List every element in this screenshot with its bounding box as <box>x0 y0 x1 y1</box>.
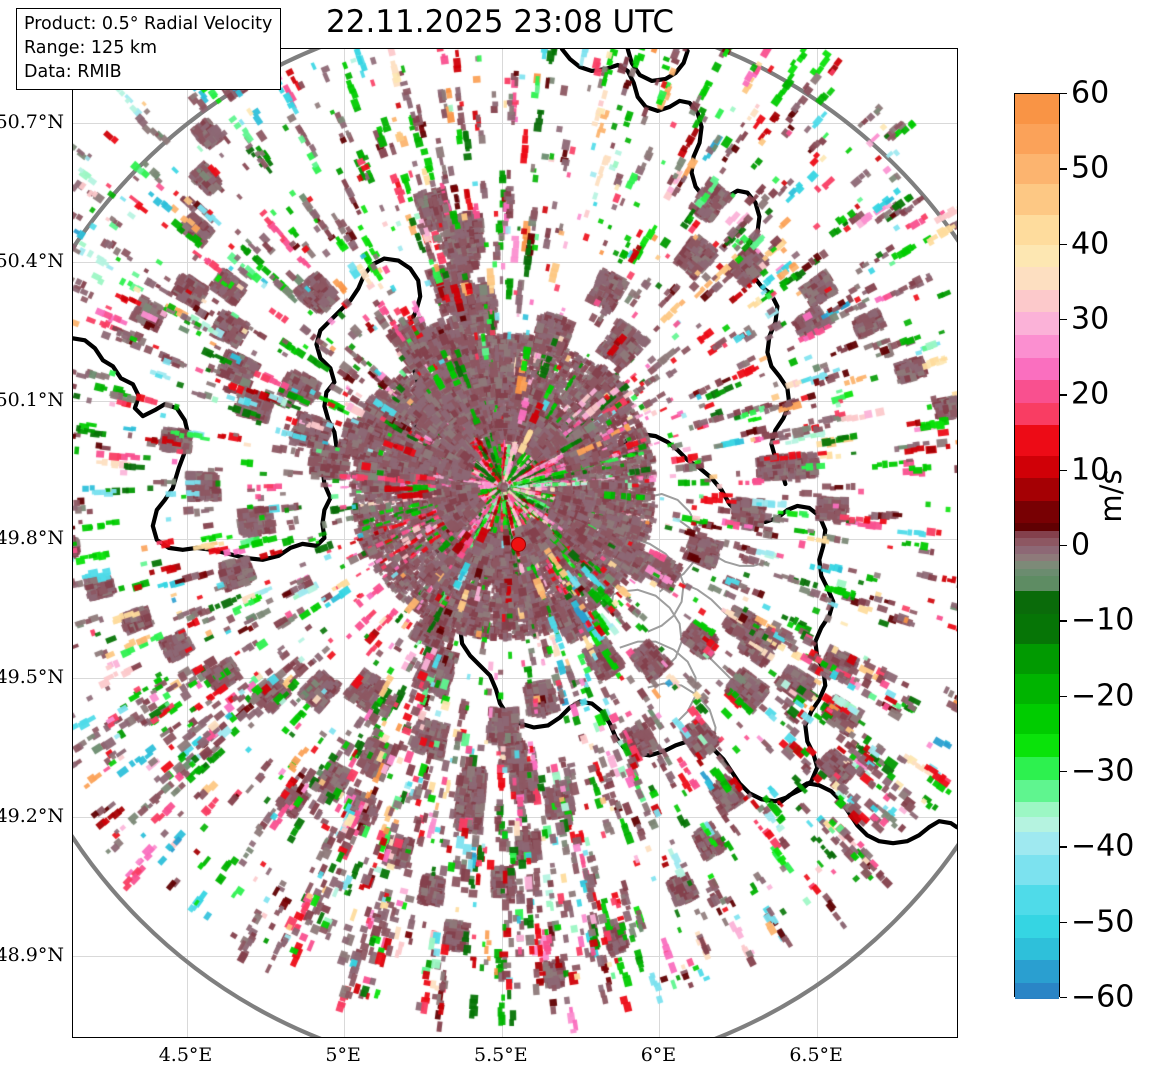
y-axis-tick-4: 49.5°N <box>0 666 64 689</box>
colorbar-band--2 <box>1015 561 1059 569</box>
colorbar-tick-mark-10 <box>1060 846 1067 848</box>
colorbar-tick-mark-8 <box>1060 695 1067 698</box>
colorbar-band-28 <box>1015 335 1059 358</box>
colorbar-band-60 <box>1015 94 1059 125</box>
colorbar-band-1 <box>1015 538 1059 546</box>
colorbar-tick-mark-1 <box>1060 168 1067 170</box>
colorbar-band-48 <box>1015 184 1059 215</box>
colorbar-tick-mark-3 <box>1060 319 1067 321</box>
colorbar-band-22 <box>1015 380 1059 403</box>
x-axis-tick-1: 5°E <box>325 1044 361 1066</box>
colorbar-band--36 <box>1015 817 1059 833</box>
info-data-line: Data: RMIB <box>24 61 122 82</box>
colorbar-band--58 <box>1015 982 1059 998</box>
colorbar-band--21 <box>1015 704 1059 735</box>
colorbar-band--49 <box>1015 915 1059 938</box>
colorbar-band--55 <box>1015 960 1059 983</box>
x-axis-tick-4: 6.5°E <box>789 1044 843 1066</box>
colorbar-band--6 <box>1015 591 1059 614</box>
colorbar-band-12 <box>1015 455 1059 479</box>
colorbar-tick-label-10: −40 <box>1071 828 1135 864</box>
colorbar-band-19 <box>1015 402 1059 426</box>
y-axis-tick-6: 48.9°N <box>0 943 64 966</box>
colorbar-band-16 <box>1015 425 1059 456</box>
colorbar-band--60 <box>1015 998 1059 999</box>
colorbar-tick-mark-7 <box>1060 620 1067 622</box>
colorbar-tick-mark-0 <box>1060 93 1067 95</box>
colorbar-band-31 <box>1015 312 1059 336</box>
colorbar-band--34 <box>1015 802 1059 818</box>
colorbar-tick-mark-2 <box>1060 243 1067 246</box>
colorbar-band--31 <box>1015 779 1059 803</box>
colorbar-band--3 <box>1015 568 1059 577</box>
colorbar-band-2 <box>1015 530 1059 539</box>
info-range-line: Range: 125 km <box>24 37 158 58</box>
colorbar-band-40 <box>1015 244 1059 268</box>
colorbar-tick-label-4: 20 <box>1071 376 1110 412</box>
colorbar-tick-label-2: 40 <box>1071 226 1110 262</box>
info-product-line: Product: 0.5° Radial Velocity <box>24 14 273 34</box>
colorbar-band--1 <box>1015 553 1059 562</box>
colorbar-tick-label-3: 30 <box>1071 301 1110 337</box>
colorbar-band-34 <box>1015 289 1059 313</box>
colorbar-band--9 <box>1015 613 1059 644</box>
plot-clip <box>73 49 957 1037</box>
colorbar-tick-label-9: −30 <box>1071 753 1135 789</box>
colorbar-tick-label-5: 10 <box>1071 452 1110 488</box>
colorbar-gradient <box>1014 93 1060 999</box>
colorbar-band-0 <box>1015 546 1059 554</box>
y-axis-tick-3: 49.8°N <box>0 527 64 550</box>
colorbar-band--52 <box>1015 937 1059 961</box>
colorbar-band--45 <box>1015 885 1059 916</box>
product-info-box: Product: 0.5° Radial Velocity Range: 125… <box>16 8 282 91</box>
colorbar-tick-mark-11 <box>1060 921 1067 924</box>
y-axis-tick-2: 50.1°N <box>0 388 64 411</box>
colorbar-band--17 <box>1015 674 1059 705</box>
colorbar-tick-label-8: −20 <box>1071 678 1135 714</box>
colorbar[interactable] <box>1014 93 1060 999</box>
colorbar-tick-label-7: −10 <box>1071 602 1135 638</box>
y-axis-tick-1: 50.4°N <box>0 249 64 272</box>
colorbar-band-9 <box>1015 478 1059 501</box>
x-axis-tick-0: 4.5°E <box>158 1044 213 1066</box>
colorbar-tick-labels: 60 50 40 30 20 10 0 −10 −20 −30 −40 −50 −60 <box>1060 76 1170 1015</box>
colorbar-axis-label: m/s <box>1094 469 1128 523</box>
colorbar-band--4 <box>1015 576 1059 592</box>
colorbar-band--28 <box>1015 756 1059 780</box>
colorbar-band-6 <box>1015 500 1059 524</box>
colorbar-band-44 <box>1015 214 1059 245</box>
colorbar-tick-label-11: −50 <box>1071 904 1135 940</box>
colorbar-band--38 <box>1015 832 1059 855</box>
colorbar-band--41 <box>1015 854 1059 885</box>
colorbar-tick-mark-4 <box>1060 394 1067 396</box>
colorbar-band-3 <box>1015 523 1059 531</box>
colorbar-band-25 <box>1015 357 1059 381</box>
colorbar-tick-mark-12 <box>1060 997 1067 999</box>
y-axis-tick-5: 49.2°N <box>0 804 64 827</box>
x-axis-tick-3: 6°E <box>640 1044 677 1066</box>
colorbar-band-37 <box>1015 267 1059 290</box>
x-axis-tick-2: 5.5°E <box>474 1044 528 1066</box>
colorbar-tick-mark-6 <box>1060 545 1067 547</box>
colorbar-tick-mark-9 <box>1060 771 1067 773</box>
radar-map-plot-area[interactable] <box>72 48 958 1038</box>
colorbar-band-52 <box>1015 154 1059 185</box>
page-title: 22.11.2025 23:08 UTC <box>326 4 674 40</box>
colorbar-band--25 <box>1015 734 1059 757</box>
radar-site-marker[interactable] <box>511 537 526 552</box>
colorbar-tick-label-12: −60 <box>1071 979 1135 1015</box>
colorbar-tick-label-0: 60 <box>1071 75 1110 111</box>
colorbar-band-56 <box>1015 124 1059 155</box>
colorbar-band--13 <box>1015 643 1059 675</box>
colorbar-tick-mark-5 <box>1060 469 1067 472</box>
colorbar-tick-label-6: 0 <box>1071 527 1091 563</box>
y-axis-tick-0: 50.7°N <box>0 111 64 134</box>
colorbar-tick-label-1: 50 <box>1071 150 1110 186</box>
